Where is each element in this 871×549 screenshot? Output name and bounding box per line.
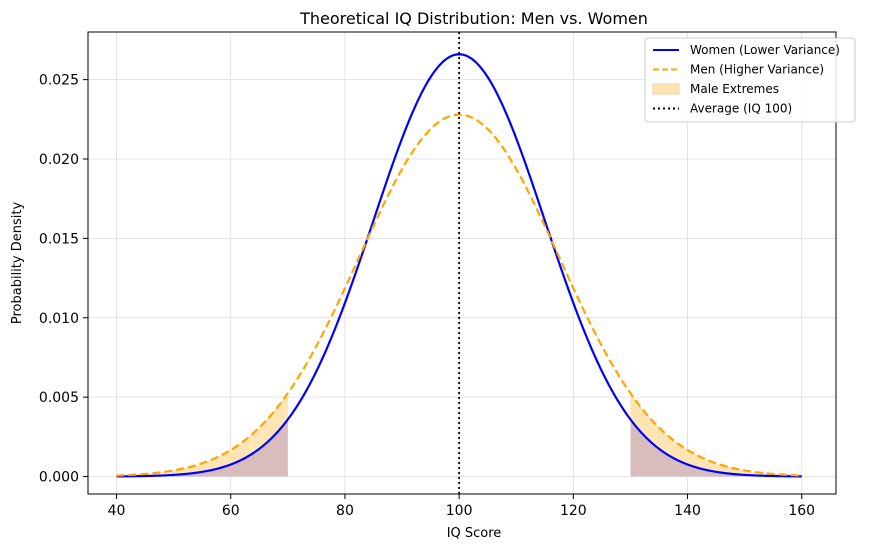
x-tick-label: 140 xyxy=(674,503,701,519)
plot-frame xyxy=(87,31,837,495)
men-curve xyxy=(116,113,802,477)
chart-title: Theoretical IQ Distribution: Men vs. Wom… xyxy=(299,9,648,28)
line-layer xyxy=(116,53,802,478)
x-tick-label: 40 xyxy=(108,503,126,519)
legend-item: Men (Higher Variance) xyxy=(653,63,824,77)
legend-item: Male Extremes xyxy=(652,82,779,96)
women-curve xyxy=(116,53,802,478)
x-tick-label: 80 xyxy=(336,503,354,519)
legend-label: Women (Lower Variance) xyxy=(690,43,840,57)
x-axis-title: IQ Score xyxy=(447,526,502,541)
legend-label: Average (IQ 100) xyxy=(690,102,792,116)
x-tick-label: 100 xyxy=(446,503,473,519)
female-tail-fill xyxy=(630,419,802,477)
legend-box xyxy=(644,37,856,123)
legend-item: Women (Lower Variance) xyxy=(653,43,840,57)
male-extremes-fill xyxy=(116,393,288,477)
y-tick-label: 0.015 xyxy=(39,231,79,247)
female-tail-fill xyxy=(116,419,288,477)
legend-label: Male Extremes xyxy=(690,82,779,96)
y-tick-label: 0.010 xyxy=(39,311,79,327)
x-axis: 40 60 80 100 120 140 160 xyxy=(108,494,815,519)
x-tick-label: 160 xyxy=(788,503,815,519)
y-axis: 0.000 0.005 0.010 0.015 0.020 0.025 xyxy=(39,73,88,486)
fill-layer xyxy=(116,393,802,477)
male-extremes-fill xyxy=(630,393,802,477)
y-tick-label: 0.000 xyxy=(39,470,79,486)
y-tick-label: 0.020 xyxy=(39,152,79,168)
legend-label: Men (Higher Variance) xyxy=(690,63,824,77)
legend: Women (Lower Variance) Men (Higher Varian… xyxy=(644,37,856,123)
x-tick-label: 60 xyxy=(222,503,240,519)
legend-swatch xyxy=(652,83,680,95)
x-tick-label: 120 xyxy=(560,503,587,519)
legend-item: Average (IQ 100) xyxy=(653,102,792,116)
y-axis-title: Probability Density xyxy=(10,202,25,325)
y-tick-label: 0.025 xyxy=(39,73,79,89)
y-tick-label: 0.005 xyxy=(39,390,79,406)
